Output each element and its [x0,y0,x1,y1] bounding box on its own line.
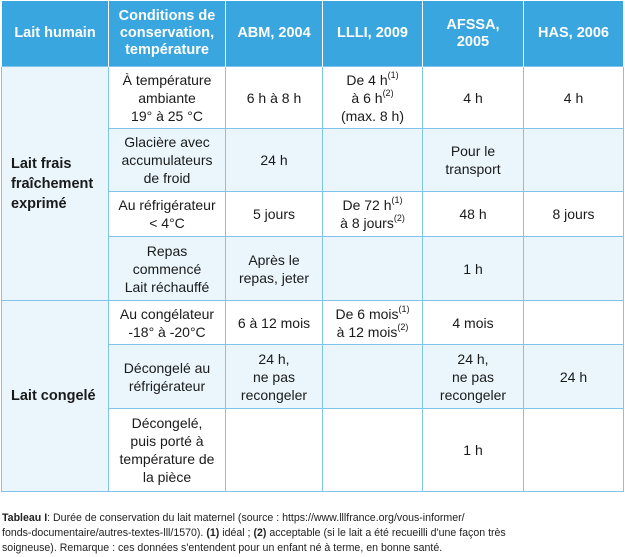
cell-condition: Au congélateur -18° à -20°C [108,300,226,345]
header-llli: LLLI, 2009 [322,1,423,67]
cell-afssa: 1 h [422,408,524,492]
cell-afssa: 1 h [422,236,524,301]
cell-afssa: 24 h, ne pas recongeler [422,344,524,409]
cell-abm: 5 jours [225,191,323,237]
table-row: Glacière avec accumulateurs de froid 24 h … [2,128,624,192]
cell-afssa: 48 h [422,191,524,237]
cell-has [523,408,624,492]
cell-has [523,300,624,345]
cell-condition: Repas commencé Lait réchauffé [108,236,226,301]
conservation-table: Lait humain Conditions de conservation, te… [1,1,624,492]
table-row: Repas commencé Lait réchauffé Après le repa… [2,236,624,301]
cell-llli: De 72 h(1) à 8 jours(2) [322,191,423,237]
cell-condition: Décongelé, puis porté à température de la p… [108,408,226,492]
table-row: Décongelé, puis porté à température de la p… [2,408,624,492]
cell-condition: Au réfrigérateur < 4°C [108,191,226,237]
group-lait-frais: Lait frais fraîchement exprimé [1,66,109,301]
cell-abm: Après le repas, jeter [225,236,323,301]
table-row: Décongelé au réfrigérateur 24 h, ne pas rec… [2,344,624,409]
cell-llli: De 6 mois(1) à 12 mois(2) [322,300,423,345]
header-row: Lait humain Conditions de conservation, te… [1,1,624,67]
cell-condition: À température ambiante 19° à 25 °C [108,66,226,129]
header-lait-humain: Lait humain [1,1,109,67]
cell-has: 8 jours [523,191,624,237]
cell-llli [322,344,423,409]
table-row: Au réfrigérateur < 4°C 5 jours De 72 h(1)… [2,191,624,237]
caption-label: Tableau I [2,512,48,524]
cell-has: 24 h [523,344,624,409]
table-caption: Tableau I: Durée de conservation du lait… [2,512,506,554]
cell-afssa: 4 mois [422,300,524,345]
cell-condition: Décongelé au réfrigérateur [108,344,226,409]
cell-abm: 24 h [225,128,323,192]
table-row: Lait congelé Au congélateur -18° à -20°C … [1,300,624,492]
cell-afssa: Pour le transport [422,128,524,192]
cell-has [523,128,624,192]
header-conditions: Conditions de conservation, température [108,1,226,67]
header-has: HAS, 2006 [523,1,624,67]
cell-abm [225,408,323,492]
cell-abm: 6 h à 8 h [225,66,323,129]
header-afssa: AFSSA, 2005 [422,1,524,67]
cell-abm: 24 h, ne pas recongeler [225,344,323,409]
cell-llli [322,128,423,192]
cell-llli [322,408,423,492]
cell-has [523,236,624,301]
cell-llli [322,236,423,301]
cell-abm: 6 à 12 mois [225,300,323,345]
cell-afssa: 4 h [422,66,524,129]
group-lait-congele: Lait congelé [1,300,109,492]
cell-condition: Glacière avec accumulateurs de froid [108,128,226,192]
table-row: Lait frais fraîchement exprimé À températu… [1,66,624,301]
cell-llli: De 4 h(1) à 6 h(2) (max. 8 h) [322,66,423,129]
cell-has: 4 h [523,66,624,129]
header-abm: ABM, 2004 [225,1,323,67]
